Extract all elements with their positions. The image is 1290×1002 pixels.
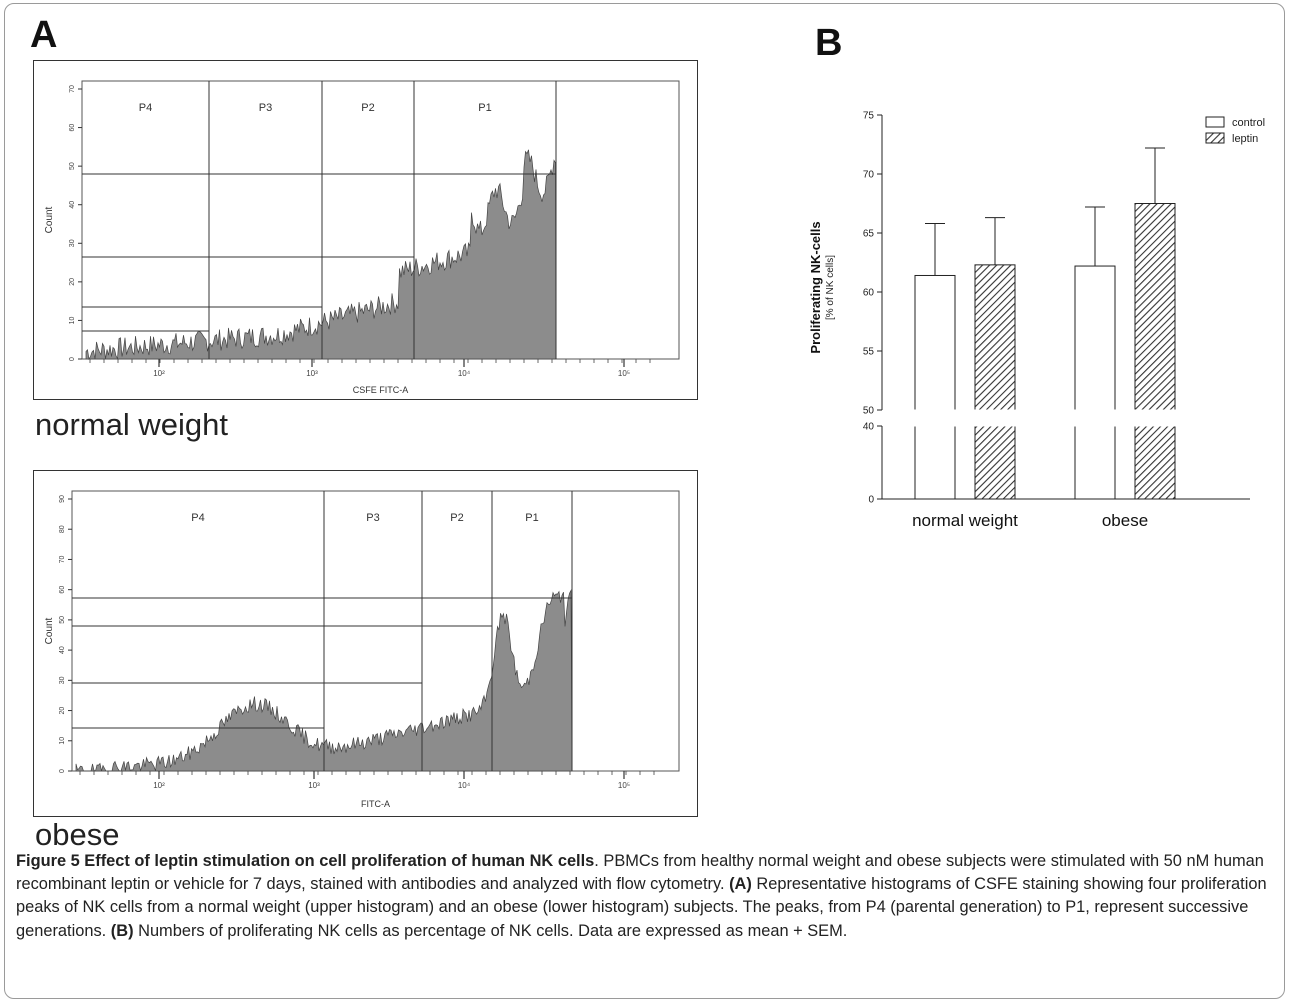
y-tick-label: 75 xyxy=(863,111,875,122)
x-tick-label: 10⁵ xyxy=(618,369,630,378)
y-tick-label: 20 xyxy=(59,707,66,715)
histogram-area xyxy=(85,149,557,360)
x-tick-label: 10³ xyxy=(306,369,318,378)
y-tick-label: 50 xyxy=(69,162,76,170)
bar-control-obese-lower xyxy=(1074,425,1116,500)
y-axis-label: Count xyxy=(44,617,55,644)
axis-break-gap xyxy=(1134,409,1176,427)
y-axis-sublabel: [% of NK cells] xyxy=(825,255,836,320)
y-tick-label: 80 xyxy=(59,525,66,533)
bar-leptin-normal-weight-upper xyxy=(974,264,1016,411)
peak-label-p1: P1 xyxy=(525,512,538,524)
peak-label-p4: P4 xyxy=(191,512,204,524)
x-category-label: obese xyxy=(1102,511,1148,530)
axis-break-gap xyxy=(914,409,956,427)
histogram-obese: P4 P3 P2 P1 0 10 20 30 40 50 60 70 80 90 Count 10² 10³ 10… xyxy=(33,470,698,817)
caption-tag-a: (A) xyxy=(729,875,752,894)
y-tick-label: 90 xyxy=(59,495,66,503)
y-tick-label: 70 xyxy=(59,555,66,563)
y-axis-label: Count xyxy=(44,206,55,233)
y-tick-label: 70 xyxy=(863,170,875,181)
x-axis-label: FITC-A xyxy=(361,799,390,809)
panel-label-b: B xyxy=(815,22,843,64)
y-tick-label: 10 xyxy=(59,737,66,745)
x-tick-label: 10⁴ xyxy=(458,781,471,790)
x-category-label: normal weight xyxy=(912,511,1018,530)
group-label-normal-weight: normal weight xyxy=(35,407,228,442)
legend-label-leptin: leptin xyxy=(1232,133,1258,145)
y-tick-label: 40 xyxy=(69,201,76,209)
y-tick-label: 60 xyxy=(59,586,66,594)
x-axis-label: CSFE FITC-A xyxy=(353,385,409,395)
x-tick-label: 10² xyxy=(153,781,165,790)
y-tick-label: 10 xyxy=(69,316,76,324)
peak-label-p3: P3 xyxy=(366,512,379,524)
bar-chart-proliferating-nk-cells: 50 55 60 65 70 75 0 40 Proliferating NK-cells [% … xyxy=(808,111,1265,531)
bar-leptin-obese-lower xyxy=(1134,425,1176,500)
histogram-obese-plot: P4 P3 P2 P1 0 10 20 30 40 50 60 70 80 90 Count 10² 10³ 10… xyxy=(44,490,680,809)
caption-text-1: . PBMCs from healthy normal weight and o… xyxy=(16,852,1264,894)
y-tick-label: 40 xyxy=(59,646,66,654)
y-axis-label: Proliferating NK-cells xyxy=(808,221,823,353)
y-tick-label: 55 xyxy=(863,347,875,358)
y-tick-label: 0 xyxy=(868,495,874,506)
x-tick-label: 10³ xyxy=(308,781,320,790)
caption-text-3: Numbers of proliferating NK cells as per… xyxy=(133,921,848,940)
bar-control-obese-upper xyxy=(1074,265,1116,411)
y-tick-label: 65 xyxy=(863,229,875,240)
y-tick-label: 0 xyxy=(69,357,76,361)
bar-leptin-normal-weight-lower xyxy=(974,425,1016,500)
legend-label-control: control xyxy=(1232,117,1265,129)
bar-control-normal-weight-lower xyxy=(914,425,956,500)
caption-tag-b: (B) xyxy=(110,921,134,940)
y-tick-label: 70 xyxy=(69,85,76,93)
group-label-obese: obese xyxy=(35,817,120,852)
panel-label-a: A xyxy=(30,14,58,56)
figure-caption: Figure 5 Effect of leptin stimulation on… xyxy=(16,850,1274,943)
y-tick-label: 50 xyxy=(59,616,66,624)
peak-label-p2: P2 xyxy=(361,102,374,114)
axis-break-gap xyxy=(974,409,1016,427)
y-tick-label: 50 xyxy=(863,406,875,417)
caption-title: Figure 5 Effect of leptin stimulation on… xyxy=(16,852,595,870)
x-tick-label: 10⁴ xyxy=(458,369,471,378)
legend-swatch-control xyxy=(1205,116,1225,128)
histogram-normal-weight: P4 P3 P2 P1 0 10 20 30 40 50 60 70 Count 10² 10³ 10⁴ 10⁵… xyxy=(33,60,698,400)
peak-label-p2: P2 xyxy=(450,512,463,524)
bar-control-normal-weight-upper xyxy=(914,274,956,411)
y-tick-label: 40 xyxy=(863,422,875,433)
y-tick-label: 30 xyxy=(69,239,76,247)
bar-leptin-obese-upper xyxy=(1134,203,1176,411)
y-tick-label: 20 xyxy=(69,278,76,286)
legend-swatch-leptin xyxy=(1205,132,1225,144)
x-tick-label: 10⁵ xyxy=(618,781,630,790)
y-tick-label: 60 xyxy=(863,288,875,299)
y-tick-label: 30 xyxy=(59,676,66,684)
y-tick-label: 0 xyxy=(59,769,66,773)
caption-text-2: Representative histograms of CSFE staini… xyxy=(16,875,1267,940)
histogram-normal-plot: P4 P3 P2 P1 0 10 20 30 40 50 60 70 Count 10² 10³ 10⁴ 10⁵… xyxy=(44,80,680,395)
plot-area xyxy=(71,490,680,772)
x-tick-label: 10² xyxy=(153,369,165,378)
y-tick-label: 60 xyxy=(69,124,76,132)
peak-label-p1: P1 xyxy=(478,102,491,114)
axis-break-gap xyxy=(1074,409,1116,427)
peak-label-p4: P4 xyxy=(139,102,152,114)
peak-label-p3: P3 xyxy=(259,102,272,114)
